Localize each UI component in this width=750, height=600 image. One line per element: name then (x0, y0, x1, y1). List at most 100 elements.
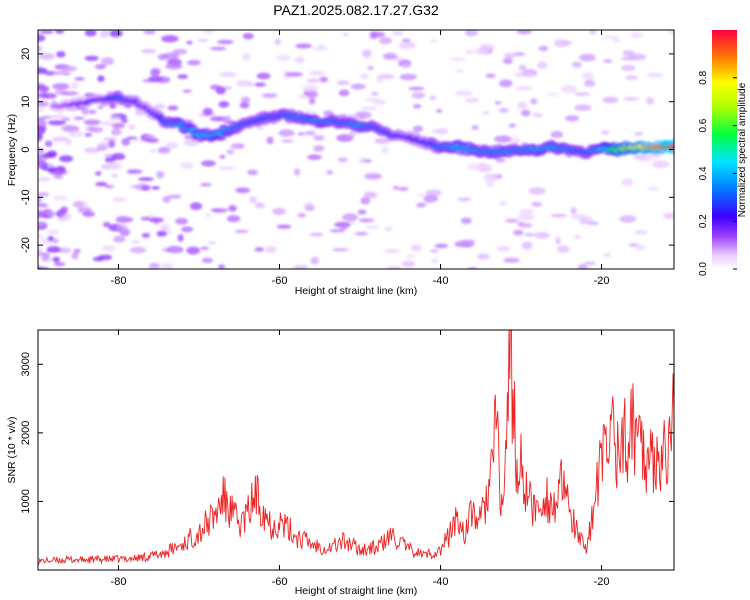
heatmap-noise-cell (140, 216, 151, 221)
heatmap-noise-cell (550, 131, 564, 139)
heatmap-noise-cell (518, 64, 527, 71)
heatmap-noise-cell (620, 56, 637, 61)
heatmap-noise-cell (551, 214, 567, 218)
heatmap-noise-cell (48, 120, 66, 126)
heatmap-noise-cell (304, 202, 314, 209)
heatmap-noise-cell (53, 195, 68, 201)
heatmap-noise-cell (625, 75, 639, 80)
heatmap-noise-cell (42, 93, 57, 99)
heatmap-noise-cell (485, 180, 495, 187)
heatmap-noise-cell (481, 111, 490, 115)
heatmap-noise-cell (295, 43, 312, 49)
heatmap-noise-cell (156, 230, 168, 237)
heatmap-noise-cell (38, 176, 51, 182)
heatmap-noise-cell (219, 154, 226, 159)
heatmap-noise-cell (254, 247, 265, 252)
heatmap-noise-cell (201, 257, 213, 263)
heatmap-noise-cell (416, 202, 426, 208)
heatmap-noise-cell (113, 235, 126, 243)
heatmap-noise-cell (175, 217, 189, 225)
heatmap-noise-cell (579, 53, 596, 62)
heatmap-noise-cell (38, 163, 43, 169)
heatmap-noise-cell (162, 196, 171, 204)
heatmap-noise-cell (304, 130, 317, 136)
heatmap-noise-cell (97, 75, 105, 82)
heatmap-noise-cell (530, 98, 538, 105)
heatmap-noise-cell (571, 61, 582, 68)
heatmap-noise-cell (202, 30, 214, 34)
heatmap-noise-cell (508, 123, 516, 128)
heatmap-noise-cell (516, 30, 532, 35)
heatmap-noise-cell (242, 53, 251, 61)
heatmap-noise-cell (266, 136, 274, 145)
heatmap-noise-cell (496, 246, 510, 252)
heatmap-noise-cell (109, 116, 121, 121)
heatmap-noise-cell (208, 241, 216, 245)
heatmap-noise-cell (97, 105, 104, 110)
heatmap-noise-cell (38, 108, 46, 112)
heatmap-noise-cell (127, 124, 136, 131)
heatmap-noise-cell (386, 266, 402, 269)
spectrogram-panel: -80 -60 -40 -20 -20 -10 0 10 20 Height of strai… (6, 29, 675, 297)
heatmap-noise-cell (102, 221, 111, 228)
heatmap-noise-cell (71, 252, 79, 260)
heatmap-noise-cell (365, 225, 380, 229)
heatmap-noise-cell (499, 107, 509, 113)
heatmap-noise-cell (307, 154, 322, 160)
heatmap-noise-cell (465, 97, 480, 103)
heatmap-noise-cell (509, 136, 520, 145)
heatmap-noise-cell (38, 67, 48, 74)
heatmap-noise-cell (62, 125, 80, 132)
heatmap-noise-cell (342, 32, 349, 37)
heatmap-noise-cell (94, 64, 107, 70)
heatmap-noise-cell (61, 213, 72, 220)
heatmap-noise-cell (129, 184, 143, 189)
heatmap-noise-cell (234, 229, 249, 233)
heatmap-noise-cell (521, 72, 535, 78)
y-tick-label: 10 (20, 96, 32, 108)
heatmap-noise-cell (190, 202, 203, 211)
heatmap-noise-cell (111, 173, 118, 178)
heatmap-noise-cell (228, 205, 237, 212)
heatmap-noise-cell (360, 197, 371, 205)
heatmap-noise-cell (256, 72, 271, 80)
heatmap-noise-cell (363, 191, 378, 199)
heatmap-noise-cell (559, 40, 573, 46)
heatmap-noise-cell (196, 38, 209, 43)
snr-frame (37, 329, 675, 571)
heatmap-noise-cell (309, 70, 326, 76)
heatmap-noise-cell (619, 215, 637, 223)
heatmap-noise-cell (357, 209, 367, 215)
heatmap-noise-cell (56, 51, 66, 58)
heatmap-noise-cell (148, 262, 160, 269)
heatmap-noise-cell (574, 104, 592, 111)
heatmap-noise-cell (38, 246, 43, 253)
heatmap-noise-cell (557, 245, 570, 253)
heatmap-noise-cell (70, 82, 79, 90)
heatmap-noise-cell (233, 143, 240, 148)
heatmap-noise-cell (151, 186, 160, 190)
heatmap-noise-cell (602, 96, 619, 104)
heatmap-noise-cell (61, 117, 71, 122)
heatmap-noise-cell (115, 216, 130, 223)
heatmap-noise-cell (392, 186, 399, 190)
heatmap-noise-cell (218, 264, 226, 269)
heatmap-noise-cell (181, 226, 194, 233)
heatmap-noise-cell (165, 63, 183, 70)
heatmap-noise-cell (103, 137, 118, 142)
heatmap-noise-cell (410, 244, 422, 252)
heatmap-noise-cell (537, 61, 548, 70)
heatmap-noise-cell (38, 203, 49, 208)
heatmap-noise-cell (397, 186, 409, 191)
y-tick-label: 20 (20, 48, 32, 60)
heatmap-noise-cell (51, 136, 70, 142)
spectrogram-x-ticks: -80 -60 -40 -20 (111, 30, 609, 287)
heatmap-noise-cell (459, 239, 476, 245)
y-tick-label: 0 (20, 146, 32, 152)
heatmap-noise-cell (143, 30, 156, 35)
heatmap-noise-cell (131, 240, 141, 244)
heatmap-noise-cell (109, 30, 123, 38)
heatmap-noise-cell (313, 135, 325, 141)
heatmap-noise-cell (308, 97, 316, 105)
